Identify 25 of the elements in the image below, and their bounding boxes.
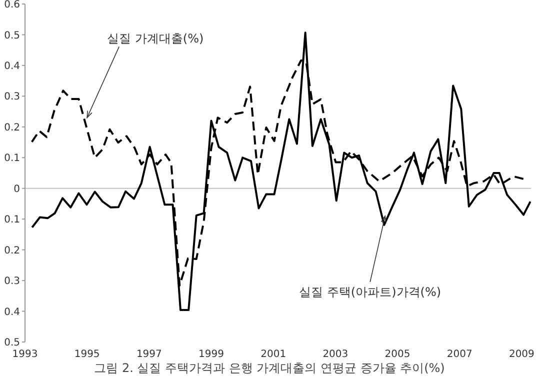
y-tick-label: 0.5 [4,338,20,349]
x-tick-label: 1999 [198,349,224,360]
y-tick-label: 0.6 [4,0,20,11]
x-tick-label: 2001 [260,349,286,360]
y-tick-label: 0.1 [4,153,20,164]
x-tick-label: 2007 [446,349,472,360]
y-tick-label: 0 [14,184,20,195]
x-tick-label: 2005 [384,349,410,360]
y-tick-label: 0.2 [4,245,20,256]
x-tick-label: 1997 [136,349,162,360]
y-tick-label: 0.3 [4,92,20,103]
y-tick-label: 0.3 [4,276,20,288]
y-tick-label: 0.1 [4,214,20,226]
y-tick-label: 0.5 [4,30,20,42]
text: 그림 2. 실질 주택가격과 은행 가계대출의 연평균 증가율 추이(%) [93,360,446,377]
x-tick-label: 2009 [508,349,534,360]
y-tick-label: 0.2 [4,122,20,134]
annotation: 실질 주택(아파트)가격(%) [299,285,442,300]
annotation: 실질 가계대출(%) [107,32,204,46]
y-tick-label: 0.4 [4,306,20,318]
x-tick-label: 1993 [12,349,38,360]
y-tick-label: 0.4 [4,61,20,72]
x-tick-label: 1995 [74,349,100,360]
line-series [31,32,531,312]
x-tick-label: 2003 [322,349,348,360]
